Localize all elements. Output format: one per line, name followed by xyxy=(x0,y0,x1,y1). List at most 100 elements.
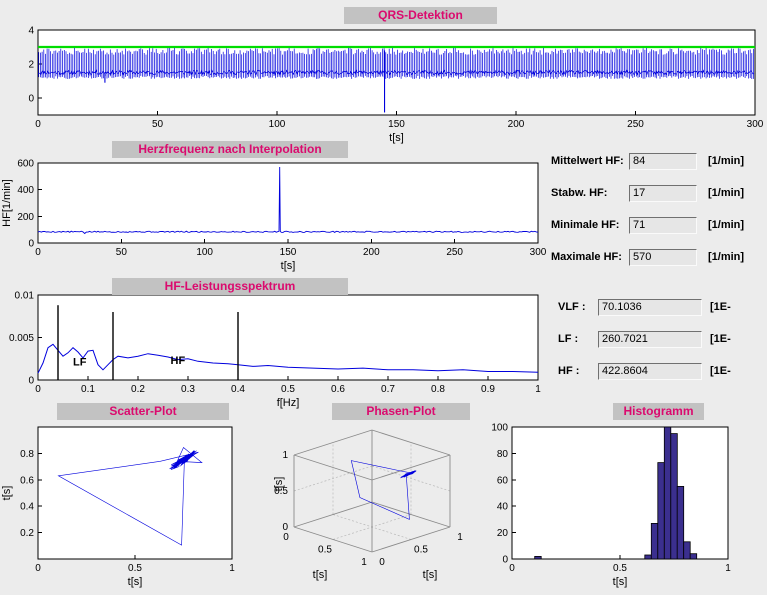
svg-text:0.1: 0.1 xyxy=(81,384,95,395)
svg-text:300: 300 xyxy=(530,247,547,258)
mean-hr-label: Mittelwert HF: xyxy=(551,155,624,167)
mean-hr-field[interactable]: 84 xyxy=(629,153,697,170)
svg-text:0.005: 0.005 xyxy=(9,333,34,344)
phase-plot: 0 0 0 0.5 0.5 0.5 1 1 1 t[s] t[s] t[s] xyxy=(262,420,484,595)
svg-text:200: 200 xyxy=(508,119,525,130)
svg-text:250: 250 xyxy=(446,247,463,258)
svg-text:20: 20 xyxy=(497,528,509,539)
svg-text:50: 50 xyxy=(116,247,128,258)
svg-text:0: 0 xyxy=(509,563,515,574)
svg-text:0.5: 0.5 xyxy=(281,384,295,395)
vlf-field[interactable]: 70.1036 xyxy=(598,299,702,316)
std-hr-field[interactable]: 17 xyxy=(629,185,697,202)
spec-row-vlf: VLF : 70.1036 [1E- xyxy=(558,299,767,317)
svg-text:0: 0 xyxy=(35,384,41,395)
stat-row-std-hr: Stabw. HF: 17 [1/min] xyxy=(551,185,767,203)
svg-text:0.5: 0.5 xyxy=(414,545,428,556)
svg-text:0.6: 0.6 xyxy=(20,475,34,486)
svg-text:t[s]: t[s] xyxy=(423,569,438,581)
svg-text:0: 0 xyxy=(35,247,41,258)
vlf-label: VLF : xyxy=(558,301,586,313)
stat-row-min-hr: Minimale HF: 71 [1/min] xyxy=(551,217,767,235)
svg-text:LF: LF xyxy=(73,357,87,369)
svg-text:0.5: 0.5 xyxy=(128,563,142,574)
phase-panel-title: Phasen-Plot xyxy=(332,403,470,420)
svg-text:0.8: 0.8 xyxy=(20,449,34,460)
svg-text:f[Hz]: f[Hz] xyxy=(277,397,300,409)
svg-text:0.2: 0.2 xyxy=(131,384,145,395)
spectrum-plot: 0 0.1 0.2 0.3 0.4 0.5 0.6 0.7 0.8 0.9 1 0 0.005 0.01 f… xyxy=(0,288,560,412)
qrs-panel-title: QRS-Detektion xyxy=(344,7,497,24)
spec-row-hf: HF : 422.8604 [1E- xyxy=(558,363,767,381)
spec-row-lf: LF : 260.7021 [1E- xyxy=(558,331,767,349)
svg-text:0.4: 0.4 xyxy=(231,384,245,395)
scatter-plot: 0 0.5 1 0.2 0.4 0.6 0.8 t[s] t[s] xyxy=(0,420,262,595)
min-hr-unit: [1/min] xyxy=(708,219,745,231)
svg-text:300: 300 xyxy=(747,119,764,130)
svg-text:200: 200 xyxy=(17,212,34,223)
hf-label: HF : xyxy=(558,365,580,377)
svg-text:80: 80 xyxy=(497,449,509,460)
lf-field[interactable]: 260.7021 xyxy=(598,331,702,348)
svg-text:t[s]: t[s] xyxy=(613,576,628,588)
lf-label: LF : xyxy=(558,333,579,345)
hf-unit: [1E- xyxy=(710,365,731,377)
svg-text:0.7: 0.7 xyxy=(381,384,395,395)
svg-text:1: 1 xyxy=(282,450,288,461)
svg-text:0: 0 xyxy=(28,239,34,250)
svg-text:1: 1 xyxy=(229,563,235,574)
svg-text:100: 100 xyxy=(269,119,286,130)
svg-text:1: 1 xyxy=(535,384,541,395)
scatter-plot-svg: 0 0.5 1 0.2 0.4 0.6 0.8 t[s] t[s] xyxy=(1,426,235,588)
svg-text:150: 150 xyxy=(388,119,405,130)
svg-text:t[s]: t[s] xyxy=(389,132,404,144)
svg-text:0.3: 0.3 xyxy=(181,384,195,395)
svg-text:200: 200 xyxy=(363,247,380,258)
svg-text:0: 0 xyxy=(502,555,508,566)
svg-text:0: 0 xyxy=(35,563,41,574)
svg-text:0.01: 0.01 xyxy=(15,291,35,302)
svg-text:150: 150 xyxy=(280,247,297,258)
svg-text:1: 1 xyxy=(725,563,731,574)
heart-rate-plot-svg: 0 50 100 150 200 250 300 0 200 400 600 t[s] HF[1/min… xyxy=(1,159,547,273)
svg-text:t[s]: t[s] xyxy=(281,260,296,272)
min-hr-field[interactable]: 71 xyxy=(629,217,697,234)
svg-text:100: 100 xyxy=(491,423,508,434)
svg-text:0.6: 0.6 xyxy=(331,384,345,395)
max-hr-field[interactable]: 570 xyxy=(629,249,697,266)
svg-text:1: 1 xyxy=(361,557,367,568)
svg-text:50: 50 xyxy=(152,119,164,130)
svg-text:t[s]: t[s] xyxy=(128,576,143,588)
svg-text:1: 1 xyxy=(457,532,463,543)
spectrum-plot-svg: 0 0.1 0.2 0.3 0.4 0.5 0.6 0.7 0.8 0.9 1 0 0.005 0.01 f… xyxy=(9,291,541,410)
svg-text:0: 0 xyxy=(28,376,34,387)
svg-text:t[s]: t[s] xyxy=(273,477,285,492)
qrs-plot: 0 50 100 150 200 250 300 0 2 4 t[s] xyxy=(0,24,767,148)
svg-text:4: 4 xyxy=(28,26,34,37)
svg-text:0: 0 xyxy=(282,522,288,533)
svg-text:0.4: 0.4 xyxy=(20,502,34,513)
svg-text:HF: HF xyxy=(171,355,186,367)
svg-text:0.9: 0.9 xyxy=(481,384,495,395)
svg-text:100: 100 xyxy=(196,247,213,258)
svg-text:t[s]: t[s] xyxy=(1,486,13,501)
heart-rate-plot: 0 50 100 150 200 250 300 0 200 400 600 t[s] HF[1/min… xyxy=(0,150,560,276)
hf-field[interactable]: 422.8604 xyxy=(598,363,702,380)
svg-text:60: 60 xyxy=(497,475,509,486)
svg-text:250: 250 xyxy=(627,119,644,130)
std-hr-unit: [1/min] xyxy=(708,187,745,199)
svg-text:0.5: 0.5 xyxy=(613,563,627,574)
mean-hr-unit: [1/min] xyxy=(708,155,745,167)
histogram-panel-title: Histogramm xyxy=(613,403,704,420)
svg-text:0.5: 0.5 xyxy=(318,545,332,556)
svg-text:2: 2 xyxy=(28,60,34,71)
svg-text:0.2: 0.2 xyxy=(20,528,34,539)
stat-row-max-hr: Maximale HF: 570 [1/min] xyxy=(551,249,767,267)
svg-text:600: 600 xyxy=(17,159,34,170)
min-hr-label: Minimale HF: xyxy=(551,219,620,231)
vlf-unit: [1E- xyxy=(710,301,731,313)
spectrum-panel-title: HF-Leistungsspektrum xyxy=(112,278,348,295)
std-hr-label: Stabw. HF: xyxy=(551,187,608,199)
